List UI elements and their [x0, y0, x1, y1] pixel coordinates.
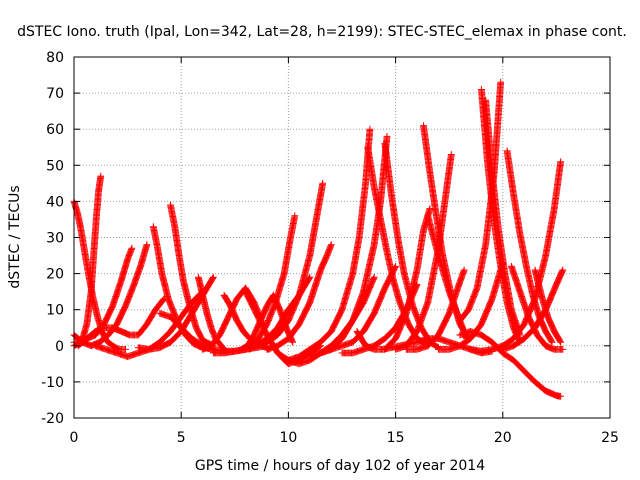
- x-tick-label: 25: [601, 430, 619, 446]
- series-markers: [263, 241, 335, 353]
- series-plus-markers: [364, 143, 432, 350]
- series-plus-markers: [508, 263, 567, 353]
- y-tick-label: -10: [41, 375, 64, 391]
- y-tick-label: -20: [41, 411, 64, 427]
- x-tick-label: 0: [70, 430, 79, 446]
- series-markers: [381, 140, 442, 351]
- series-markers: [499, 266, 567, 353]
- x-tick-label: 20: [494, 430, 512, 446]
- y-tick-label: 40: [46, 194, 64, 210]
- series-markers: [364, 143, 432, 350]
- series-plus-markers: [402, 266, 468, 353]
- series-markers: [246, 212, 299, 353]
- series-markers: [252, 179, 327, 350]
- series-markers: [456, 328, 565, 400]
- y-tick-label: 50: [46, 158, 64, 174]
- series-markers: [482, 96, 524, 339]
- series-markers: [402, 266, 468, 353]
- chart-title: dSTEC Iono. truth (Ipal, Lon=342, Lat=28…: [17, 24, 627, 40]
- y-tick-label: 70: [46, 86, 64, 102]
- axis-ticks: 0 5 10 15 20 25 -20 -10 0 10 20 30 40 50 60 70 80: [41, 50, 619, 446]
- y-tick-label: 20: [46, 267, 64, 283]
- series-plus-markers: [381, 205, 434, 353]
- x-tick-label: 5: [177, 430, 186, 446]
- series-plus-markers: [195, 273, 228, 353]
- series-markers: [195, 273, 228, 353]
- y-tick-label: 10: [46, 303, 64, 319]
- x-tick-label: 15: [387, 430, 405, 446]
- y-tick-label: 30: [46, 231, 64, 247]
- series-plus-markers: [482, 96, 524, 339]
- series-plus-markers: [252, 179, 327, 350]
- data-series: [70, 78, 567, 400]
- series-plus-markers: [499, 266, 567, 353]
- series-plus-markers: [263, 241, 335, 353]
- y-tick-label: 80: [46, 50, 64, 66]
- y-tick-label: 0: [55, 339, 64, 355]
- series-plus-markers: [456, 328, 565, 400]
- y-tick-label: 60: [46, 122, 64, 138]
- x-axis-label: GPS time / hours of day 102 of year 2014: [195, 458, 485, 474]
- series-plus-markers: [381, 140, 442, 351]
- x-tick-label: 10: [279, 430, 297, 446]
- y-axis-label: dSTEC / TECUs: [7, 185, 23, 288]
- series-markers: [508, 263, 567, 353]
- series-markers: [381, 205, 434, 353]
- series-plus-markers: [246, 212, 299, 353]
